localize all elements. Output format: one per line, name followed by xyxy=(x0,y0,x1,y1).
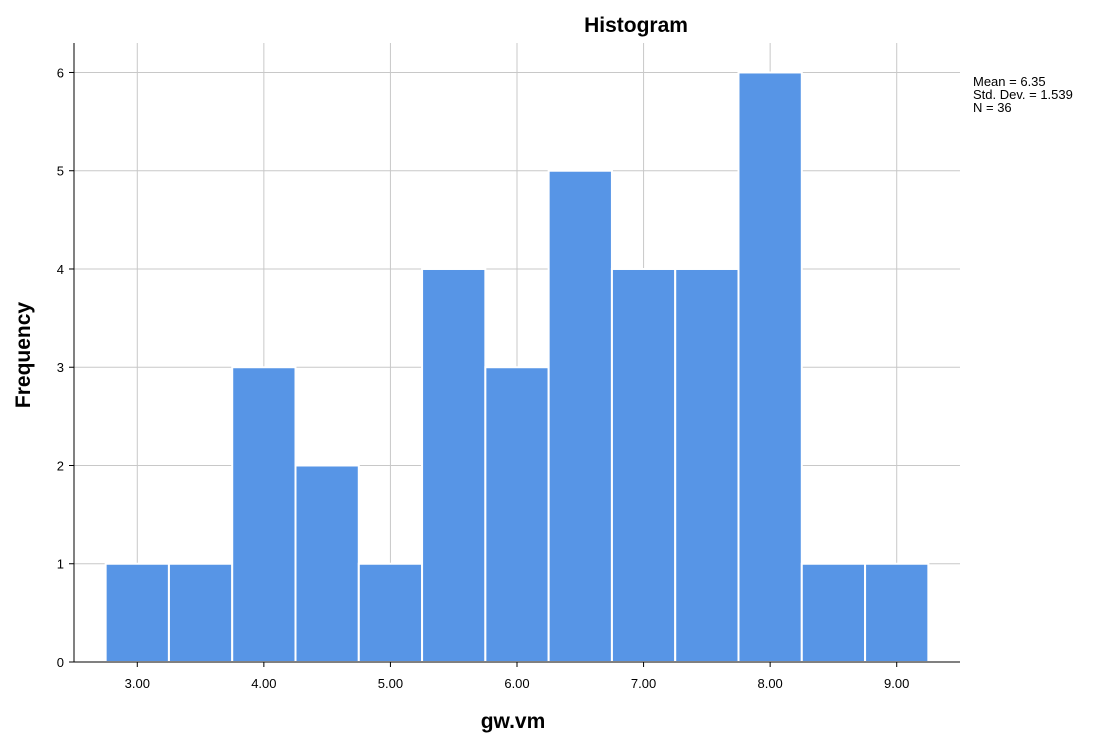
axes xyxy=(69,43,960,667)
histogram-bar xyxy=(294,464,360,663)
x-tick-label: 8.00 xyxy=(757,676,782,691)
y-tick-label: 3 xyxy=(57,360,64,375)
tick-labels: 3.00 4.00 5.00 6.00 7.00 8.00 9.00 0 1 2 3 4 5 6 xyxy=(57,65,910,691)
chart-title: Histogram xyxy=(584,14,688,37)
histogram-bar xyxy=(421,267,487,663)
histogram-bar xyxy=(864,562,930,663)
x-tick-label: 4.00 xyxy=(251,676,276,691)
stats-mean: Mean = 6.35 xyxy=(973,74,1046,89)
x-tick-label: 9.00 xyxy=(884,676,909,691)
y-tick-label: 1 xyxy=(57,557,64,572)
y-tick-label: 6 xyxy=(57,65,64,80)
histogram-bar xyxy=(737,71,803,663)
y-tick-label: 5 xyxy=(57,164,64,179)
x-tick-label: 3.00 xyxy=(125,676,150,691)
histogram-bar xyxy=(674,267,740,663)
stats-box: Mean = 6.35 Std. Dev. = 1.539 N = 36 xyxy=(973,74,1073,115)
histogram-bar xyxy=(547,169,613,663)
stats-n: N = 36 xyxy=(973,100,1012,115)
y-tick-label: 0 xyxy=(57,655,64,670)
histogram-bar xyxy=(357,562,424,663)
histogram-bar xyxy=(484,366,550,663)
y-axis-label: Frequency xyxy=(12,302,35,409)
histogram-bar xyxy=(104,562,170,663)
x-tick-label: 5.00 xyxy=(378,676,403,691)
x-tick-label: 7.00 xyxy=(631,676,656,691)
histogram-bar xyxy=(610,267,677,663)
x-axis-label: gw.vm xyxy=(481,710,546,733)
x-tick-label: 6.00 xyxy=(504,676,529,691)
histogram-bar xyxy=(231,366,297,663)
histogram-bar xyxy=(167,562,234,663)
bars xyxy=(104,71,930,663)
stats-std-dev: Std. Dev. = 1.539 xyxy=(973,87,1073,102)
y-tick-label: 2 xyxy=(57,458,64,473)
y-tick-label: 4 xyxy=(57,262,64,277)
histogram-bar xyxy=(800,562,867,663)
